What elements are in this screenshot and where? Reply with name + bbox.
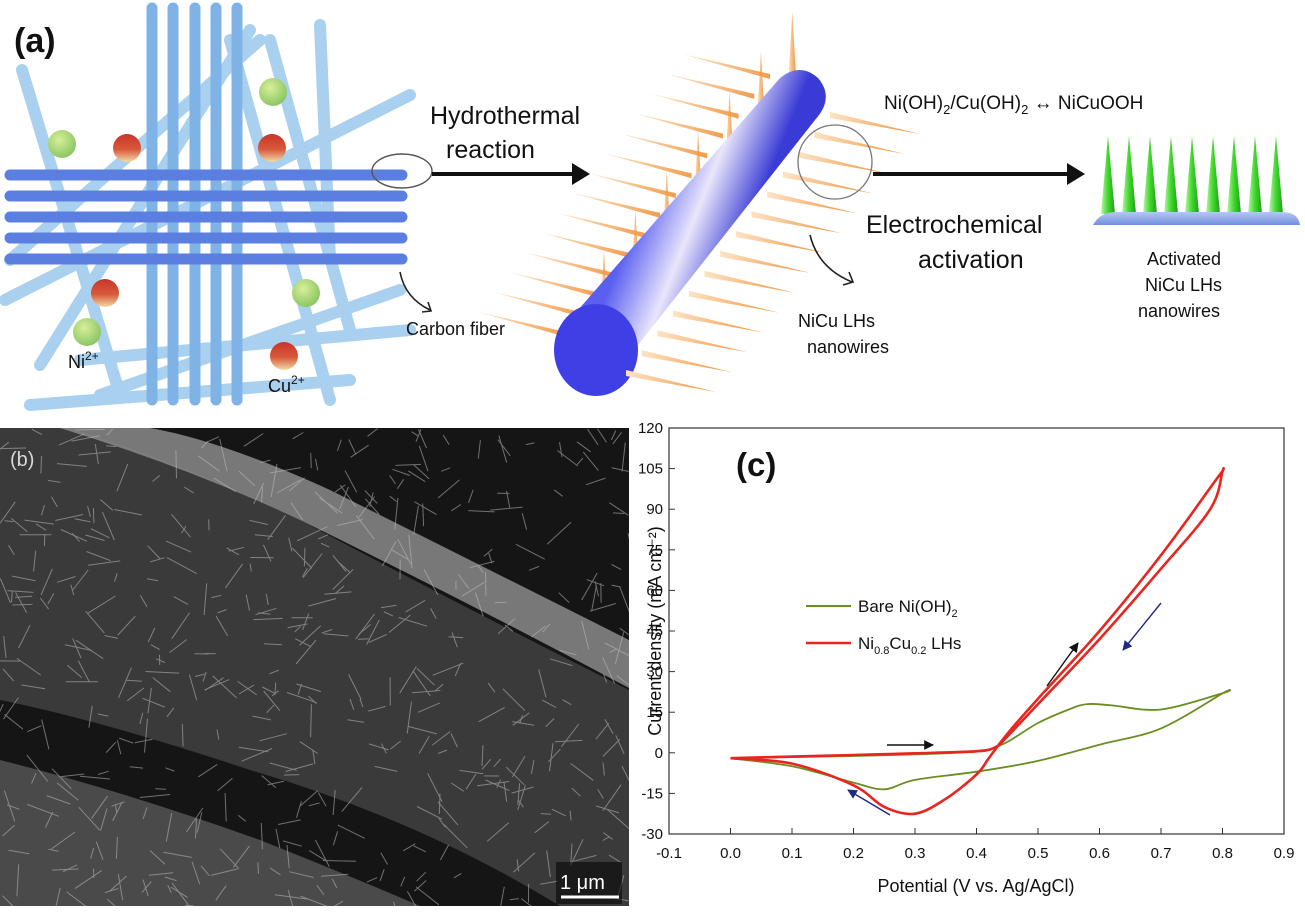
legend: Bare Ni(OH)2 Ni0.8Cu0.2 LHs — [806, 597, 961, 657]
y-tick-label: 90 — [646, 501, 663, 518]
activated-line2: NiCu LHs — [1145, 275, 1222, 295]
activated-spike — [1164, 136, 1178, 214]
step1-line2: reaction — [446, 136, 535, 164]
x-tick-label: 0.9 — [1274, 845, 1295, 862]
ni-ion-label: Ni2+ — [68, 349, 99, 372]
nanowire-spike — [666, 74, 754, 99]
x-tick-label: 0.3 — [905, 845, 926, 862]
x-tick-label: 0.0 — [720, 845, 741, 862]
x-tick-label: 0.7 — [1151, 845, 1172, 862]
cu-ion-label: Cu2+ — [268, 373, 305, 396]
panel-a: (a) — [5, 8, 1300, 405]
x-tick-label: 0.1 — [782, 845, 803, 862]
y-tick-label: -30 — [641, 826, 663, 843]
sem-fiber — [258, 862, 259, 874]
activated-nanowires — [1093, 136, 1300, 225]
y-tick-label: 0 — [655, 745, 663, 762]
legend-bare: Bare Ni(OH)2 — [858, 597, 958, 620]
reaction-equation: Ni(OH)2/Cu(OH)2 ↔ NiCuOOH — [884, 93, 1143, 117]
nanowire-spike — [494, 292, 582, 317]
nanowire-spike — [799, 152, 889, 174]
nanowire-spike — [704, 271, 794, 293]
sem-fiber — [93, 508, 94, 523]
nanowire-spike — [657, 330, 747, 352]
sem-fiber — [106, 446, 116, 447]
x-axis-ticks: -0.1 0.0 0.1 0.2 0.3 0.4 0.5 0.6 0.7 0.8 0.9 — [656, 828, 1294, 862]
step2-line2: activation — [918, 246, 1024, 274]
nanowire-spike — [752, 211, 842, 233]
x-tick-label: 0.2 — [843, 845, 864, 862]
step2-line1: Electrochemical — [866, 211, 1042, 239]
series-line-bare — [731, 690, 1231, 789]
nanowire-spike — [635, 114, 723, 139]
scalebar-label: 1 μm — [560, 872, 605, 894]
activated-line3: nanowires — [1138, 301, 1220, 321]
nanowire-spike — [556, 213, 644, 238]
y-tick-label: 120 — [638, 420, 663, 437]
nanowire-spike — [814, 132, 904, 154]
series-group — [731, 468, 1231, 814]
x-tick-label: 0.5 — [1028, 845, 1049, 862]
activated-spike — [1143, 136, 1157, 214]
activated-spike — [1101, 136, 1115, 214]
sem-fiber — [311, 453, 312, 468]
sem-fiber — [541, 814, 551, 815]
activated-spike — [1206, 136, 1220, 214]
x-tick-label: -0.1 — [656, 845, 682, 862]
nanowire-spike — [830, 112, 920, 134]
sem-fiber — [403, 906, 405, 910]
sem-fiber — [41, 456, 42, 474]
sem-fiber — [613, 513, 624, 514]
nanowire-spike — [651, 94, 739, 119]
nanowire-spike — [682, 54, 770, 79]
sem-fiber — [176, 450, 177, 478]
activated-spike — [1185, 136, 1199, 214]
x-tick-label: 0.8 — [1212, 845, 1233, 862]
legend-lhs: Ni0.8Cu0.2 LHs — [858, 634, 961, 657]
activated-line1: Activated — [1147, 249, 1221, 269]
nanowire-spike — [541, 233, 629, 258]
carbon-fiber-label: Carbon fiber — [406, 319, 505, 339]
x-axis-label: Potential (V vs. Ag/AgCl) — [877, 876, 1074, 896]
sem-fiber — [304, 548, 305, 566]
sem-fiber — [155, 789, 166, 790]
sem-fiber — [75, 429, 105, 430]
nanowire-spike — [626, 370, 716, 392]
nanowire-spike — [572, 193, 660, 218]
nanowire-spike — [588, 173, 676, 198]
nanowire-spike — [689, 291, 779, 313]
activated-spike — [1248, 136, 1262, 214]
step1-line1: Hydrothermal — [430, 102, 580, 130]
horizontal-fiber-bundle — [10, 175, 402, 259]
activated-spike — [1227, 136, 1241, 214]
nanowire-pointer — [810, 235, 852, 282]
nanowire-line1: NiCu LHs — [798, 311, 875, 331]
x-tick-label: 0.6 — [1089, 845, 1110, 862]
sem-fiber — [185, 905, 193, 906]
nanowire-spike — [509, 272, 597, 297]
panel-c-label: (c) — [736, 446, 776, 483]
nanowire-spike — [767, 191, 857, 213]
nanowire-spike — [673, 310, 763, 332]
nanowire-spike — [604, 153, 692, 178]
nanowire-line2: nanowires — [807, 337, 889, 357]
series-line-lhs — [731, 468, 1224, 814]
sem-fiber — [284, 775, 299, 776]
panel-b-sem-image: (b) 1 μm — [0, 428, 643, 910]
y-tick-label: 105 — [638, 461, 663, 478]
panel-c-chart: -0.1 0.0 0.1 0.2 0.3 0.4 0.5 0.6 0.7 0.8 0.9 -30 -1… — [638, 420, 1294, 896]
x-tick-label: 0.4 — [966, 845, 987, 862]
y-axis-label: Current density (mA cm⁻²) — [645, 526, 665, 736]
panel-b-label: (b) — [10, 449, 34, 471]
nanowire-spike — [525, 252, 613, 277]
nanowire-spike — [720, 251, 810, 273]
panel-a-label: (a) — [14, 22, 56, 60]
y-tick-label: -15 — [641, 785, 663, 802]
activated-spike — [1122, 136, 1136, 214]
nanowire-spike — [642, 350, 732, 372]
nanowire-spike — [619, 133, 707, 158]
activated-spike — [1269, 136, 1283, 214]
